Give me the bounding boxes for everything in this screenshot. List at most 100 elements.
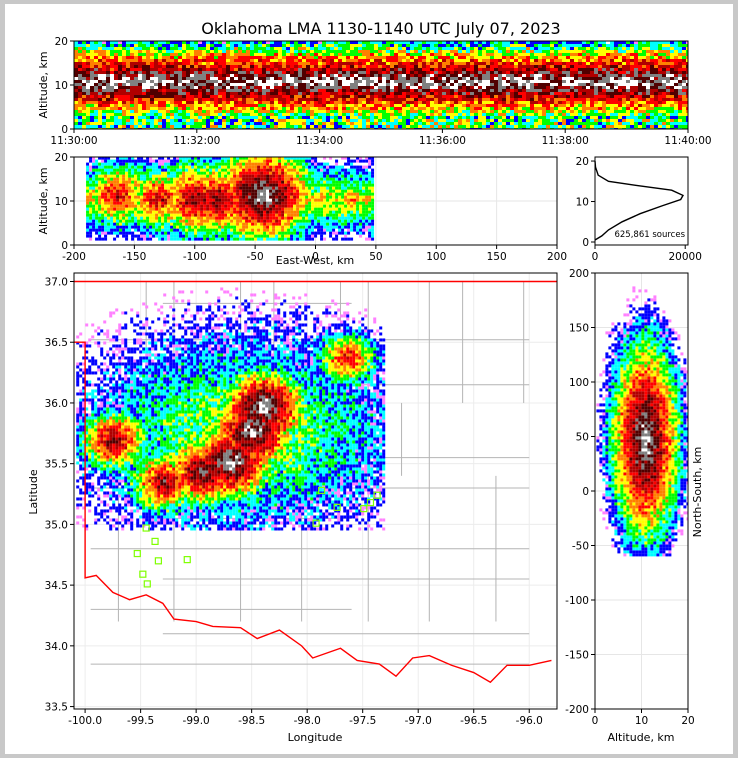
time-altitude-cell <box>658 77 662 80</box>
time-altitude-cell <box>618 125 622 128</box>
east-west-cell <box>113 162 117 166</box>
east-west-cell <box>92 204 96 208</box>
east-west-cell <box>122 189 126 193</box>
time-altitude-cell <box>526 125 530 128</box>
time-altitude-cell <box>534 86 538 89</box>
time-altitude-cell <box>682 113 686 116</box>
time-altitude-cell <box>502 62 506 65</box>
time-altitude-cell <box>394 119 398 122</box>
time-altitude-cell <box>662 56 666 59</box>
time-altitude-cell <box>530 95 534 98</box>
time-altitude-cell <box>358 104 362 107</box>
time-altitude-cell <box>466 71 470 74</box>
time-altitude-cell <box>474 101 478 104</box>
time-altitude-cell <box>402 122 406 125</box>
time-altitude-cell <box>210 41 214 44</box>
time-altitude-cell <box>498 89 502 92</box>
time-altitude-cell <box>102 125 106 128</box>
time-altitude-cell <box>94 107 98 110</box>
time-altitude-cell <box>90 74 94 77</box>
east-west-cell <box>95 177 99 181</box>
time-altitude-cell <box>518 86 522 89</box>
time-altitude-cell <box>414 119 418 122</box>
time-altitude-cell <box>350 116 354 119</box>
time-altitude-cell <box>478 47 482 50</box>
time-altitude-cell <box>678 74 682 77</box>
time-altitude-cell <box>466 95 470 98</box>
time-altitude-cell <box>174 47 178 50</box>
east-west-cell <box>113 201 117 205</box>
time-altitude-cell <box>326 71 330 74</box>
time-altitude-cell <box>98 68 102 71</box>
time-altitude-cell <box>650 119 654 122</box>
time-altitude-cell <box>398 41 402 44</box>
time-altitude-cell <box>126 80 130 83</box>
time-altitude-cell <box>266 83 270 86</box>
time-altitude-cell <box>598 95 602 98</box>
east-west-cell <box>92 195 96 199</box>
time-altitude-cell <box>130 122 134 125</box>
time-altitude-cell <box>126 110 130 113</box>
time-altitude-cell <box>450 119 454 122</box>
time-altitude-cell <box>578 44 582 47</box>
time-altitude-cell <box>406 86 410 89</box>
time-altitude-cell <box>450 74 454 77</box>
time-altitude-cell <box>198 119 202 122</box>
time-altitude-cell <box>438 95 442 98</box>
time-altitude-cell <box>494 41 498 44</box>
time-altitude-cell <box>274 98 278 101</box>
time-altitude-cell <box>254 68 258 71</box>
east-west-cell <box>107 228 111 232</box>
time-altitude-cell <box>498 113 502 116</box>
time-altitude-cell <box>658 62 662 65</box>
east-west-cell <box>92 159 96 163</box>
time-altitude-cell <box>346 116 350 119</box>
time-altitude-cell <box>94 53 98 56</box>
time-altitude-cell <box>138 74 142 77</box>
time-altitude-cell <box>458 62 462 65</box>
east-west-cell <box>122 177 126 181</box>
time-altitude-cell <box>682 74 686 77</box>
time-altitude-cell <box>150 44 154 47</box>
time-altitude-cell <box>538 116 542 119</box>
time-altitude-cell <box>230 80 234 83</box>
east-west-cell <box>98 157 102 160</box>
time-altitude-cell <box>258 74 262 77</box>
time-altitude-cell <box>330 98 334 101</box>
time-altitude-cell <box>230 89 234 92</box>
east-west-cell <box>113 165 117 169</box>
time-altitude-cell <box>474 110 478 113</box>
time-altitude-cell <box>210 74 214 77</box>
time-altitude-cell <box>190 53 194 56</box>
time-altitude-cell <box>430 116 434 119</box>
time-altitude-x-tick-label: 11:30:00 <box>50 135 97 147</box>
time-altitude-cell <box>466 110 470 113</box>
time-altitude-cell <box>386 125 390 128</box>
time-altitude-cell <box>414 116 418 119</box>
time-altitude-cell <box>394 95 398 98</box>
time-altitude-cell <box>114 80 118 83</box>
time-altitude-cell <box>282 41 286 44</box>
time-altitude-cell <box>438 83 442 86</box>
time-altitude-cell <box>234 59 238 62</box>
time-altitude-cell <box>310 119 314 122</box>
time-altitude-cell <box>394 113 398 116</box>
time-altitude-cell <box>634 80 638 83</box>
time-altitude-cell <box>446 101 450 104</box>
time-altitude-cell <box>550 125 554 128</box>
time-altitude-cell <box>398 47 402 50</box>
time-altitude-cell <box>442 107 446 110</box>
time-altitude-cell <box>286 53 290 56</box>
time-altitude-cell <box>466 56 470 59</box>
time-altitude-cell <box>674 98 678 101</box>
time-altitude-cell <box>518 44 522 47</box>
time-altitude-cell <box>130 113 134 116</box>
time-altitude-cell <box>98 65 102 68</box>
east-west-cell <box>122 216 126 220</box>
time-altitude-cell <box>390 62 394 65</box>
east-west-cell <box>113 186 117 190</box>
time-altitude-cell <box>382 47 386 50</box>
time-altitude-cell <box>542 98 546 101</box>
time-altitude-cell <box>206 98 210 101</box>
time-altitude-cell <box>570 47 574 50</box>
